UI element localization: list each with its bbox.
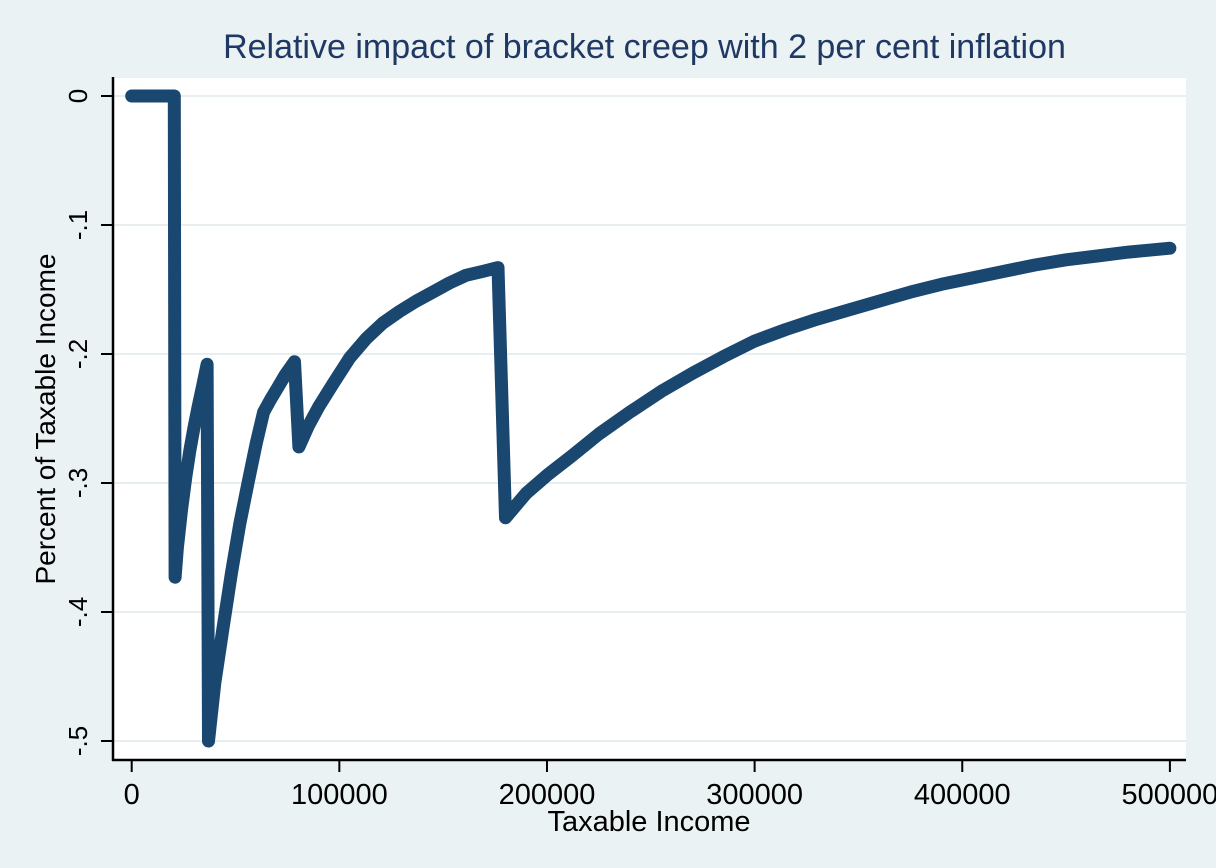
bracket-creep-line (125, 89, 1177, 748)
y-tick-label: -.4 (63, 597, 93, 627)
x-tick-label: 0 (124, 779, 140, 811)
x-tick-label: 200000 (499, 779, 596, 811)
x-tick-label: 300000 (706, 779, 803, 811)
plot-area (113, 78, 1186, 760)
y-tick-label: 0 (63, 89, 93, 103)
y-axis-title: Percent of Taxable Income (30, 253, 61, 585)
y-tick-label: -.5 (63, 726, 93, 756)
x-tick-label: 400000 (914, 779, 1011, 811)
x-axis-title: Taxable Income (547, 806, 751, 838)
y-tick-label: -.1 (63, 210, 93, 240)
y-tick-label: -.2 (63, 339, 93, 369)
x-tick-label: 100000 (291, 779, 388, 811)
x-tick-label: 500000 (1122, 779, 1216, 811)
y-tick-label: -.3 (63, 468, 93, 498)
chart-title: Relative impact of bracket creep with 2 … (223, 28, 1066, 66)
